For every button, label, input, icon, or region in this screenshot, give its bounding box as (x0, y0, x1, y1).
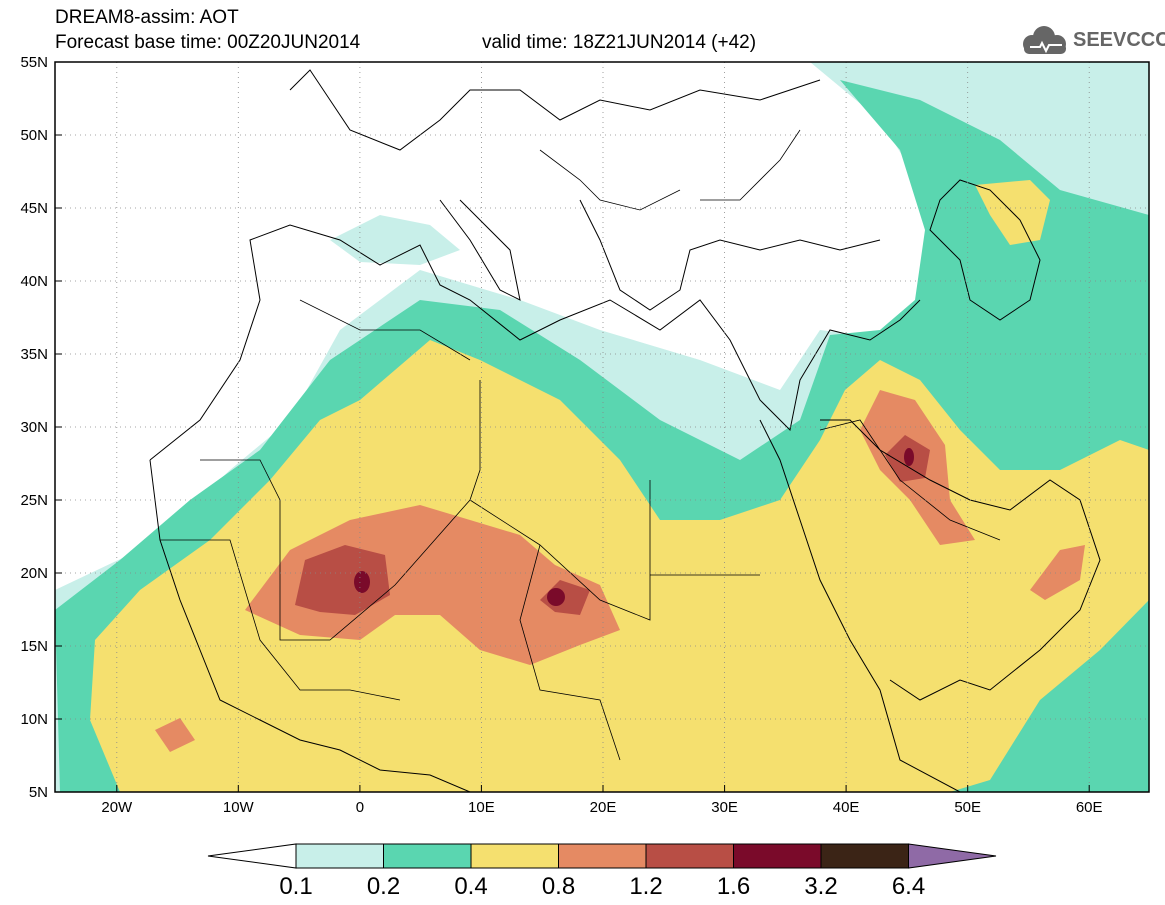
lon-label: 40E (833, 799, 860, 816)
colorbar-label: 3.2 (804, 873, 837, 900)
lat-label: 30N (20, 419, 48, 436)
colorbar-swatch (383, 843, 472, 869)
forecast-base-time: Forecast base time: 00Z20JUN2014 (55, 32, 361, 53)
colorbar-upper-arrow (908, 843, 997, 869)
axis-ticks (55, 61, 1090, 793)
lat-label: 5N (29, 784, 48, 801)
aot-band-0.8-west (155, 718, 195, 752)
aot-band-1.6-mali (354, 571, 370, 593)
colorbar-swatch (295, 843, 384, 869)
aot-band-1.2-sahara (295, 545, 390, 615)
lon-labels: 20W 10W 0 10E 20E 30E 40E 50E 60E (101, 799, 1102, 816)
colorbar-swatch (558, 843, 647, 869)
colorbar-swatch (470, 843, 559, 869)
aot-band-1.6-iraq (904, 448, 914, 466)
colorbar-label: 0.8 (542, 873, 575, 900)
lat-label: 15N (20, 638, 48, 655)
lat-label: 25N (20, 492, 48, 509)
colorbar-label: 1.2 (629, 873, 662, 900)
colorbar-label: 1.6 (717, 873, 750, 900)
valid-time: valid time: 18Z21JUN2014 (+42) (482, 32, 757, 53)
lon-label: 10E (468, 799, 495, 816)
aot-band-0.8-oman (1030, 545, 1085, 600)
lat-label: 45N (20, 200, 48, 217)
lat-label: 10N (20, 711, 48, 728)
aot-field (55, 62, 1149, 792)
lon-label: 50E (954, 799, 981, 816)
aot-band-0.1-north (330, 215, 460, 265)
colorbar-swatch (733, 843, 822, 869)
map-title: DREAM8-assim: AOT (55, 7, 239, 28)
colorbar: 0.1 0.2 0.4 0.8 1.2 1.6 3.2 6.4 (207, 843, 997, 900)
logo-text: SEEVCCC (1073, 29, 1165, 51)
lat-labels: 55N 50N 45N 40N 35N 30N 25N 20N 15N 10N … (20, 54, 48, 801)
lon-label: 0 (356, 799, 364, 816)
colorbar-lower-arrow (207, 843, 297, 869)
lat-label: 35N (20, 346, 48, 363)
country-borders (160, 129, 1001, 761)
lat-label: 50N (20, 127, 48, 144)
lat-label: 40N (20, 273, 48, 290)
lon-label: 20W (101, 799, 133, 816)
lon-label: 20E (590, 799, 617, 816)
colorbar-label: 0.4 (454, 873, 487, 900)
colorbar-swatch (820, 843, 909, 869)
aot-band-1.6-chad (547, 588, 565, 606)
lon-label: 10W (223, 799, 255, 816)
lat-label: 20N (20, 565, 48, 582)
colorbar-label: 6.4 (892, 873, 925, 900)
colorbar-label: 0.2 (367, 873, 400, 900)
lon-label: 30E (711, 799, 738, 816)
colorbar-swatch (645, 843, 734, 869)
graticule (55, 62, 1149, 792)
seevccc-logo (1023, 26, 1066, 54)
aot-band-0.8-sahara (245, 505, 620, 665)
lat-label: 55N (20, 54, 48, 71)
colorbar-label: 0.1 (279, 873, 312, 900)
lon-label: 60E (1076, 799, 1103, 816)
